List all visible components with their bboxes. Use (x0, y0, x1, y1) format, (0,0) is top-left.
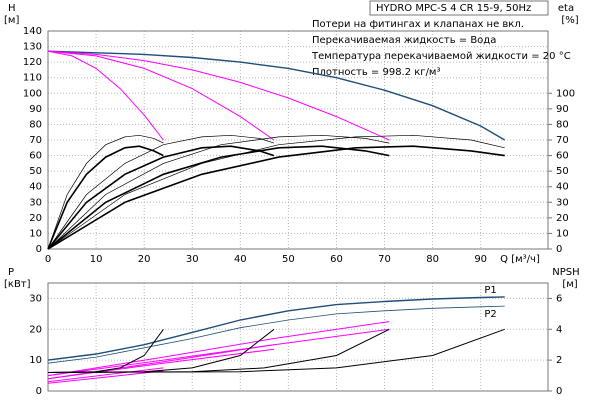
data-line (47, 145, 275, 250)
y-tick-label: 20 (29, 324, 42, 335)
x-axis-label: Q [м³/ч] (500, 254, 540, 265)
y2-tick-label: 90 (556, 104, 569, 115)
y-tick-label: 0 (36, 386, 42, 397)
data-line (47, 328, 505, 373)
y-tick-label: 10 (29, 355, 42, 366)
data-line (47, 50, 275, 141)
y-tick-label: 110 (23, 73, 42, 84)
x-tick-label: 50 (282, 254, 295, 265)
annotation: Плотность = 998.2 кг/м³ (312, 67, 441, 78)
data-line (47, 344, 275, 377)
data-line (47, 370, 164, 384)
data-line (47, 348, 275, 380)
y2-tick-label: 50 (556, 166, 569, 177)
x-tick-label: 30 (186, 254, 199, 265)
y-tick-label: 40 (29, 182, 42, 193)
y-tick-label: 30 (29, 197, 42, 208)
data-line (47, 145, 390, 250)
x-tick-label: 60 (330, 254, 343, 265)
plot-frame (47, 30, 549, 250)
x-tick-label: 20 (138, 254, 151, 265)
y-tick-label: 0 (36, 244, 42, 255)
annotation: Температура перекачиваемой жидкости = 20… (311, 51, 571, 62)
data-line (47, 296, 505, 361)
y-tick-label: 20 (29, 213, 42, 224)
chart-title: HYDRO MPC-S 4 CR 15-9, 50Hz (376, 3, 531, 14)
y-axis-label: H (8, 3, 16, 14)
y-tick-label: 140 (23, 26, 42, 37)
y-tick-label: 60 (29, 151, 42, 162)
y-tick-label: 70 (29, 135, 42, 146)
series-label: P2 (484, 309, 496, 320)
y2-tick-label: 20 (556, 213, 569, 224)
x-tick-label: 0 (45, 254, 51, 265)
y2-axis-unit: [%] (561, 15, 578, 26)
data-line (47, 50, 164, 141)
y-tick-label: 80 (29, 119, 42, 130)
data-line (47, 321, 390, 377)
x-tick-label: 40 (234, 254, 247, 265)
y2-tick-label: 10 (556, 228, 569, 239)
y2-tick-label: 30 (556, 197, 569, 208)
series-label: P1 (484, 285, 496, 296)
y2-tick-label: 0 (556, 386, 562, 397)
y-axis-label: P (8, 267, 14, 278)
annotation: Перекачиваемая жидкость = Вода (312, 35, 496, 46)
annotation: Потери на фитингах и клапанах не вкл. (312, 19, 524, 30)
y2-tick-label: 70 (556, 135, 569, 146)
y2-axis-label: eta (558, 3, 574, 14)
y-axis-unit: [кВт] (4, 279, 31, 290)
y2-tick-label: 6 (556, 293, 562, 304)
data-line (47, 145, 505, 250)
data-line (47, 50, 506, 141)
y-tick-label: 50 (29, 166, 42, 177)
x-tick-label: 70 (378, 254, 391, 265)
title-box (369, 0, 549, 16)
y-tick-label: 90 (29, 104, 42, 115)
data-line (47, 134, 505, 250)
y-tick-label: 120 (23, 57, 42, 68)
y2-axis-label: NPSH (552, 267, 579, 278)
data-line (47, 134, 275, 250)
y2-tick-label: 80 (556, 119, 569, 130)
y2-tick-label: 100 (556, 88, 575, 99)
y2-tick-label: 40 (556, 182, 569, 193)
y-tick-label: 100 (23, 88, 42, 99)
y-tick-label: 30 (29, 293, 42, 304)
data-line (47, 134, 390, 250)
data-line (47, 305, 505, 364)
data-line (47, 134, 164, 250)
y2-tick-label: 2 (556, 355, 562, 366)
data-line (47, 367, 164, 383)
y2-tick-label: 0 (556, 244, 562, 255)
y2-axis-unit: [м] (562, 279, 577, 290)
x-tick-label: 80 (426, 254, 439, 265)
y-tick-label: 10 (29, 228, 42, 239)
data-line (47, 50, 390, 141)
x-tick-label: 90 (474, 254, 487, 265)
plot-frame (47, 282, 549, 392)
y2-tick-label: 4 (556, 324, 562, 335)
y-tick-label: 130 (23, 42, 42, 53)
data-line (47, 145, 164, 250)
y-axis-unit: [м] (4, 15, 19, 26)
y2-tick-label: 60 (556, 151, 569, 162)
x-tick-label: 10 (90, 254, 103, 265)
